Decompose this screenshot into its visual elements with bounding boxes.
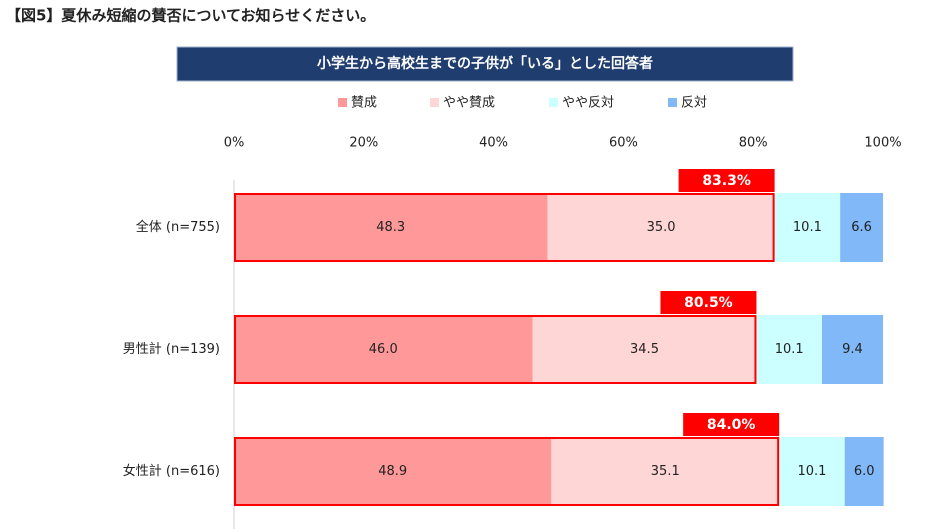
- x-tick-label: 40%: [479, 136, 508, 151]
- value-label: 35.0: [647, 220, 676, 235]
- value-label: 10.1: [793, 220, 822, 235]
- subtitle: 小学生から高校生までの子供が「いる」とした回答者: [317, 55, 653, 72]
- legend-swatch: [430, 98, 439, 107]
- bar-segment: [532, 315, 757, 384]
- total-badge: [678, 169, 775, 192]
- bar-segment: [756, 315, 822, 384]
- total-outline: [234, 193, 775, 262]
- bar-segment: [234, 437, 552, 506]
- bar-segment: [547, 193, 775, 262]
- value-label: 10.1: [797, 464, 826, 479]
- total-badge: [683, 413, 780, 436]
- value-label: 35.1: [651, 464, 680, 479]
- x-tick-label: 80%: [739, 136, 768, 151]
- total-label: 84.0%: [707, 417, 756, 433]
- bar-segment: [774, 193, 841, 262]
- y-tick-label: 男性計 (n=139): [123, 341, 220, 357]
- legend-label: やや賛成: [443, 96, 495, 111]
- bar-segment: [551, 437, 780, 506]
- subtitle-banner: [176, 46, 794, 82]
- value-label: 6.6: [851, 220, 872, 235]
- bar-segment: [234, 315, 533, 384]
- bar-segment: [821, 315, 883, 384]
- value-label: 48.9: [378, 464, 407, 479]
- total-outline: [234, 437, 780, 506]
- total-label: 80.5%: [684, 295, 733, 311]
- total-label: 83.3%: [702, 173, 751, 189]
- x-tick-label: 20%: [349, 136, 378, 151]
- legend-label: やや反対: [562, 96, 614, 111]
- legend-swatch: [338, 98, 347, 107]
- chart-title: 【図5】夏休み短縮の賛否についてお知らせください。: [6, 7, 375, 25]
- bar-segment: [234, 193, 548, 262]
- x-tick-label: 60%: [609, 136, 638, 151]
- value-label: 46.0: [369, 342, 398, 357]
- bar-segment: [779, 437, 845, 506]
- value-label: 6.0: [854, 464, 875, 479]
- value-label: 10.1: [775, 342, 804, 357]
- y-tick-label: 女性計 (n=616): [123, 463, 220, 479]
- legend-swatch: [549, 98, 558, 107]
- y-tick-label: 全体 (n=755): [136, 219, 220, 235]
- legend-swatch: [668, 98, 677, 107]
- bar-segment: [840, 193, 883, 262]
- total-badge: [660, 291, 757, 314]
- value-label: 48.3: [376, 220, 405, 235]
- value-label: 9.4: [842, 342, 863, 357]
- legend-label: 反対: [681, 96, 707, 111]
- total-outline: [234, 315, 757, 384]
- x-tick-label: 100%: [864, 136, 901, 151]
- bar-segment: [844, 437, 884, 506]
- legend-label: 賛成: [351, 96, 377, 111]
- value-label: 34.5: [630, 342, 659, 357]
- x-tick-label: 0%: [224, 136, 245, 151]
